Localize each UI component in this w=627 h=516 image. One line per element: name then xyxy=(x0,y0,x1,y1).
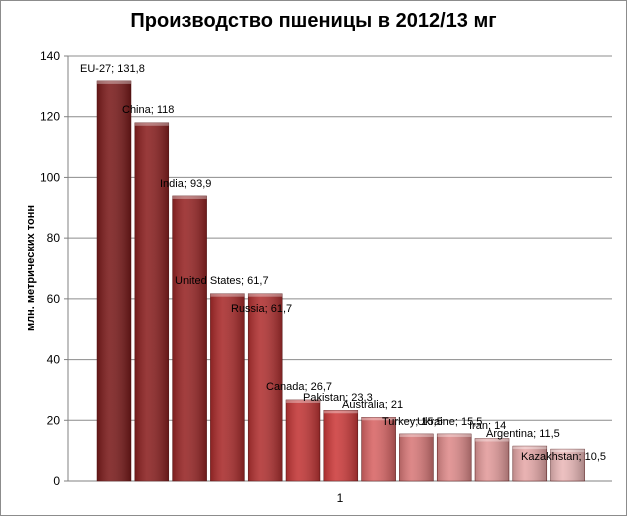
bar-top-highlight xyxy=(361,417,396,421)
y-axis-title: млн. метрических тонн xyxy=(25,205,37,331)
y-tick-label: 140 xyxy=(40,49,60,63)
data-label: Ukraine; 15,5 xyxy=(417,416,482,428)
bar-shading xyxy=(550,449,585,481)
bar-top-highlight xyxy=(437,433,472,437)
chart-title: Производство пшеницы в 2012/13 мг xyxy=(130,10,497,32)
bars xyxy=(96,80,585,482)
bar-shading xyxy=(286,399,320,481)
bar-top-highlight xyxy=(399,433,434,437)
x-tick-label: 1 xyxy=(337,491,344,505)
data-label: EU-27; 131,8 xyxy=(80,63,145,75)
bar-top-highlight xyxy=(323,410,358,414)
data-label: United States; 61,7 xyxy=(175,275,269,287)
y-tick-labels: 0 20 40 60 80 100 120 140 xyxy=(40,49,60,488)
data-label: Iran; 14 xyxy=(469,420,506,432)
bar-top-highlight xyxy=(512,446,547,450)
bar-shading xyxy=(248,293,283,481)
bar-shading xyxy=(361,417,396,481)
data-label: Australia; 21 xyxy=(342,399,403,411)
y-tick-label: 40 xyxy=(47,353,61,367)
data-label: Pakistan; 23,3 xyxy=(303,392,373,404)
y-tick-label: 120 xyxy=(40,110,60,124)
bar-top-highlight xyxy=(134,122,169,126)
bar-top-highlight xyxy=(475,438,509,442)
data-label: Argentina; 11,5 xyxy=(486,428,560,440)
bar-top-highlight xyxy=(286,399,320,403)
y-tick-label: 80 xyxy=(47,231,61,245)
bar-top-highlight xyxy=(97,80,131,84)
data-label: Canada; 26,7 xyxy=(266,381,332,393)
data-labels: EU-27; 131,8 China; 118 India; 93,9 United … xyxy=(80,63,606,463)
data-label: China; 118 xyxy=(122,104,174,116)
bar-shading xyxy=(323,410,358,481)
data-label: India; 93,9 xyxy=(160,178,211,190)
bar-shading xyxy=(134,122,169,482)
data-label: Kazakhstan; 10,5 xyxy=(521,451,606,463)
data-label: Russia; 61,7 xyxy=(231,303,292,315)
bar-shading xyxy=(210,293,245,481)
data-label: Turkey; 15,5 xyxy=(382,416,443,428)
bar-top-highlight xyxy=(172,195,207,199)
y-tick-label: 20 xyxy=(47,413,61,427)
y-tick-label: 60 xyxy=(47,292,61,306)
bar-shading xyxy=(97,80,131,482)
bar-top-highlight xyxy=(210,293,245,297)
bar-top-highlight xyxy=(550,449,585,453)
bar-shading xyxy=(172,195,207,482)
bar-shading xyxy=(399,433,434,481)
bar-shading xyxy=(512,446,547,481)
y-tick-label: 100 xyxy=(40,170,60,184)
y-tick-label: 0 xyxy=(53,474,60,488)
bar-shading xyxy=(475,438,509,481)
bar-shading xyxy=(437,433,472,481)
bar-top-highlight xyxy=(248,293,283,297)
